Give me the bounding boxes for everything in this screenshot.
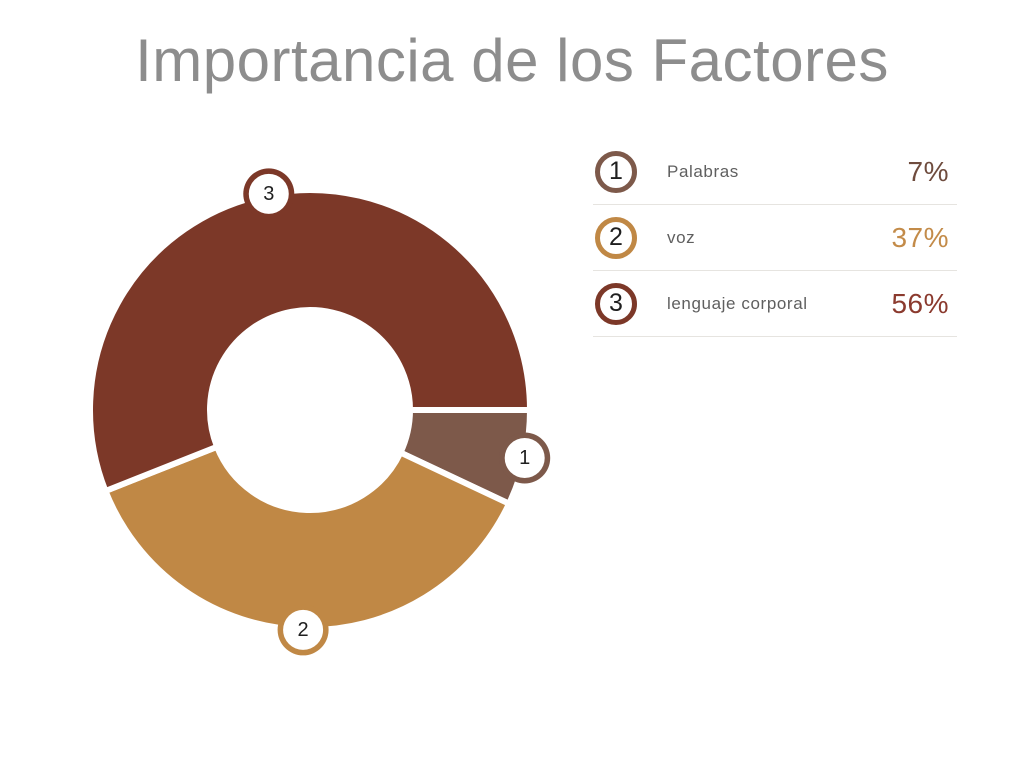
legend-percentage: 7% [907, 155, 949, 187]
legend: 1 Palabras 7% 2 voz 37% 3 lenguaje corporal 56% [593, 139, 957, 337]
donut-segments [87, 187, 534, 633]
legend-row: 2 voz 37% [593, 205, 957, 271]
legend-number-badge: 2 [595, 216, 637, 259]
donut-segment-3 [87, 187, 534, 495]
page-title: Importancia de los Factores [135, 27, 889, 94]
numbered-circle-marker-face [283, 609, 324, 650]
legend-number-badge: 3 [595, 282, 637, 325]
marker-number: 3 [263, 183, 274, 205]
donut-segment-2 [101, 442, 514, 633]
donut-chart: 1 2 3 [87, 168, 551, 656]
legend-label: voz [667, 227, 696, 247]
numbered-circle-marker-face [504, 437, 545, 478]
donut-markers: 1 2 3 [243, 168, 551, 656]
legend-label: lenguaje corporal [667, 293, 808, 313]
numbered-circle-marker-face [248, 173, 289, 214]
marker-number: 2 [298, 619, 309, 641]
marker-number: 1 [519, 447, 530, 469]
legend-percentage: 56% [891, 287, 949, 319]
legend-number-badge: 1 [595, 150, 637, 193]
legend-row: 3 lenguaje corporal 56% [593, 271, 957, 337]
legend-percentage: 37% [891, 221, 949, 253]
legend-label: Palabras [667, 161, 739, 181]
legend-row: 1 Palabras 7% [593, 139, 957, 205]
